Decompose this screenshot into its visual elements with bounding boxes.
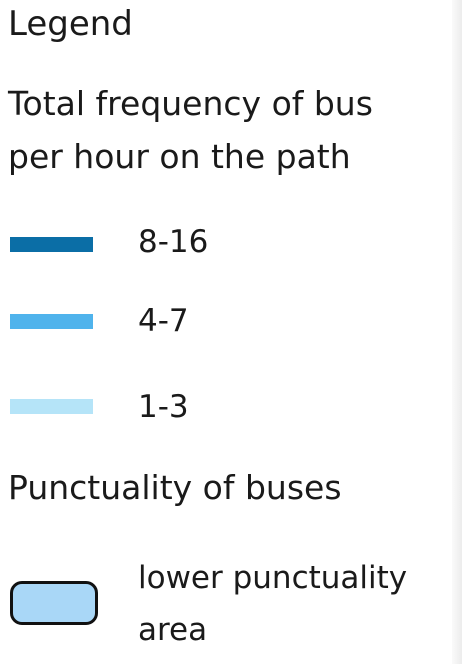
section-title: Total frequency of bus per hour on the p… xyxy=(8,84,373,176)
line-swatch xyxy=(10,237,93,252)
item-label: 4-7 xyxy=(138,303,189,339)
item-label: 8-16 xyxy=(138,224,209,260)
line-swatch xyxy=(10,314,93,329)
item-label: lower punctuality area xyxy=(138,560,408,648)
map-edge xyxy=(452,0,462,664)
legend-title: Legend xyxy=(8,4,133,44)
line-swatch xyxy=(10,399,93,414)
item-label: 1-3 xyxy=(138,389,189,425)
area-swatch xyxy=(10,581,98,625)
section-title: Punctuality of buses xyxy=(8,468,342,507)
